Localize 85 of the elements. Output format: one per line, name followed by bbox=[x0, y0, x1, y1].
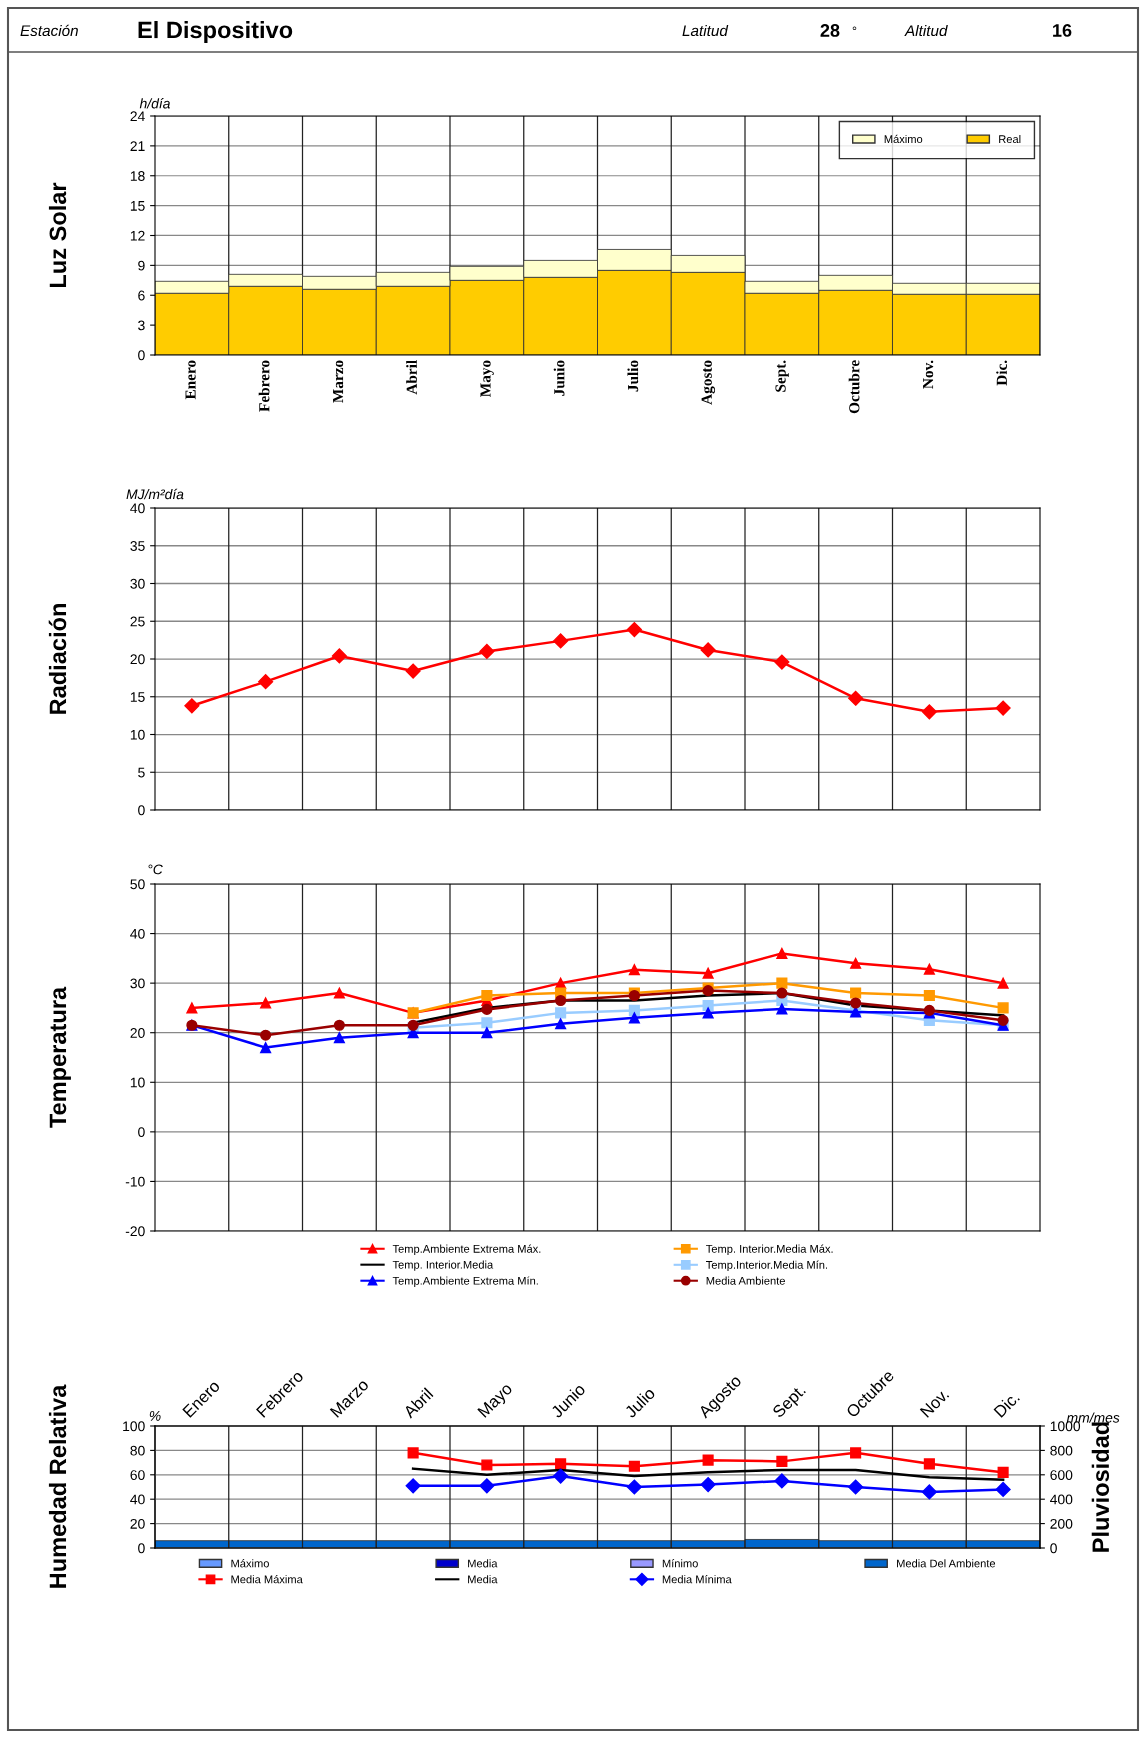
y-tick-label: 20 bbox=[130, 1518, 145, 1529]
x-tick-label: Mayo bbox=[480, 360, 494, 397]
text: mm/mes bbox=[1066, 1412, 1120, 1423]
legend-label: Máximo bbox=[231, 1559, 269, 1568]
x-tick-label: Agosto bbox=[701, 360, 716, 405]
y-tick-label: 40 bbox=[130, 503, 145, 514]
y-tick-label: 40 bbox=[130, 928, 145, 939]
x-tick-label: Julio bbox=[627, 360, 639, 392]
legend-label: Mínimo bbox=[662, 1559, 698, 1568]
x-tick-label: Julio bbox=[623, 1386, 656, 1419]
y-tick-label: 0 bbox=[138, 805, 145, 816]
legend-label: Media Del Ambiente bbox=[897, 1559, 996, 1568]
y-tick-label: 40 bbox=[130, 1494, 145, 1505]
y2-tick-label: 1000 bbox=[1050, 1421, 1081, 1432]
y-tick-label: 5 bbox=[138, 767, 145, 778]
y-axis-title: Temperatura bbox=[49, 986, 71, 1128]
y-tick-label: 0 bbox=[138, 1543, 145, 1554]
y2-tick-label: 200 bbox=[1050, 1518, 1073, 1529]
legend-label: Máximo bbox=[884, 134, 923, 144]
y-tick-label: 0 bbox=[138, 350, 145, 361]
x-tick-label: Marzo bbox=[333, 360, 344, 403]
legend-label: Temp.Ambiente Extrema Máx. bbox=[392, 1244, 541, 1255]
y2-axis-title: Pluviosidad bbox=[1091, 1422, 1110, 1552]
legend-label: Media bbox=[468, 1575, 498, 1584]
y-tick-label: 100 bbox=[123, 1421, 145, 1432]
y2-tick-label: 800 bbox=[1050, 1445, 1073, 1456]
y-tick-label: 35 bbox=[130, 541, 145, 551]
y-tick-label: 15 bbox=[130, 201, 145, 211]
x-tick-label: Junio bbox=[553, 360, 565, 396]
x-tick-label: Nov. bbox=[923, 360, 934, 389]
y-tick-label: 30 bbox=[130, 978, 145, 989]
y-tick-label: 18 bbox=[130, 171, 145, 181]
legend-label: Media Ambiente bbox=[706, 1276, 785, 1285]
y2-tick-label: 600 bbox=[1050, 1470, 1073, 1480]
y-tick-label: 20 bbox=[130, 654, 145, 665]
y-axis-title: Radiación bbox=[48, 604, 67, 714]
x-tick-label: Octubre bbox=[848, 360, 860, 414]
y-tick-label: -10 bbox=[125, 1176, 145, 1187]
text: Estación bbox=[20, 24, 78, 37]
y-tick-label: 3 bbox=[138, 320, 145, 331]
text: Latitud bbox=[682, 24, 729, 37]
legend-label: Real bbox=[999, 134, 1021, 144]
y-axis-title: Luz Solar bbox=[48, 182, 67, 288]
legend-label: Media Máxima bbox=[231, 1575, 303, 1584]
y-tick-label: 0 bbox=[138, 1127, 145, 1138]
y-tick-label: 12 bbox=[130, 230, 145, 241]
y-tick-label: 9 bbox=[138, 260, 145, 271]
x-tick-label: Dic. bbox=[993, 1390, 1021, 1418]
text: h/día bbox=[139, 98, 170, 109]
x-tick-label: Dic. bbox=[996, 360, 1008, 386]
legend-label: Temp. Interior.Media bbox=[392, 1260, 494, 1271]
y-tick-label: 20 bbox=[130, 1028, 145, 1038]
legend-label: Media Mínima bbox=[662, 1575, 732, 1584]
y-tick-label: 10 bbox=[130, 1077, 145, 1088]
text: ° bbox=[852, 26, 857, 30]
y-tick-label: 10 bbox=[130, 729, 145, 740]
y-tick-label: 6 bbox=[138, 290, 145, 301]
text: °C bbox=[148, 864, 163, 875]
y-tick-label: 60 bbox=[130, 1470, 145, 1480]
legend-label: Temp. Interior.Media Máx. bbox=[706, 1244, 833, 1255]
y-tick-label: 50 bbox=[130, 879, 145, 890]
text: El Dispositivo bbox=[138, 21, 293, 43]
x-tick-label: Febrero bbox=[258, 360, 270, 412]
y-tick-label: 25 bbox=[130, 616, 145, 627]
y-tick-label: -20 bbox=[125, 1226, 145, 1237]
y-tick-label: 80 bbox=[130, 1445, 145, 1456]
legend-label: Media bbox=[468, 1559, 498, 1568]
y2-tick-label: 0 bbox=[1050, 1543, 1057, 1554]
y2-tick-label: 400 bbox=[1050, 1494, 1073, 1505]
text: Altitud bbox=[904, 24, 948, 37]
legend-label: Temp.Ambiente Extrema Mín. bbox=[392, 1276, 538, 1287]
x-tick-label: Sept. bbox=[775, 360, 789, 392]
text: 16 bbox=[1053, 24, 1072, 37]
text: MJ/m²día bbox=[126, 488, 184, 500]
x-tick-label: Enero bbox=[185, 360, 196, 400]
text: 28 bbox=[820, 24, 840, 37]
legend-label: Temp.Interior.Media Mín. bbox=[706, 1260, 828, 1271]
y-tick-label: 21 bbox=[130, 141, 145, 151]
y-tick-label: 15 bbox=[130, 692, 145, 702]
y-tick-label: 30 bbox=[130, 578, 145, 589]
y-axis-title: Humedad Relativa bbox=[48, 1384, 67, 1588]
x-tick-label: Nov. bbox=[919, 1388, 950, 1418]
y-tick-label: 24 bbox=[130, 111, 145, 122]
text: % bbox=[149, 1411, 161, 1421]
x-tick-label: Abril bbox=[406, 360, 417, 395]
